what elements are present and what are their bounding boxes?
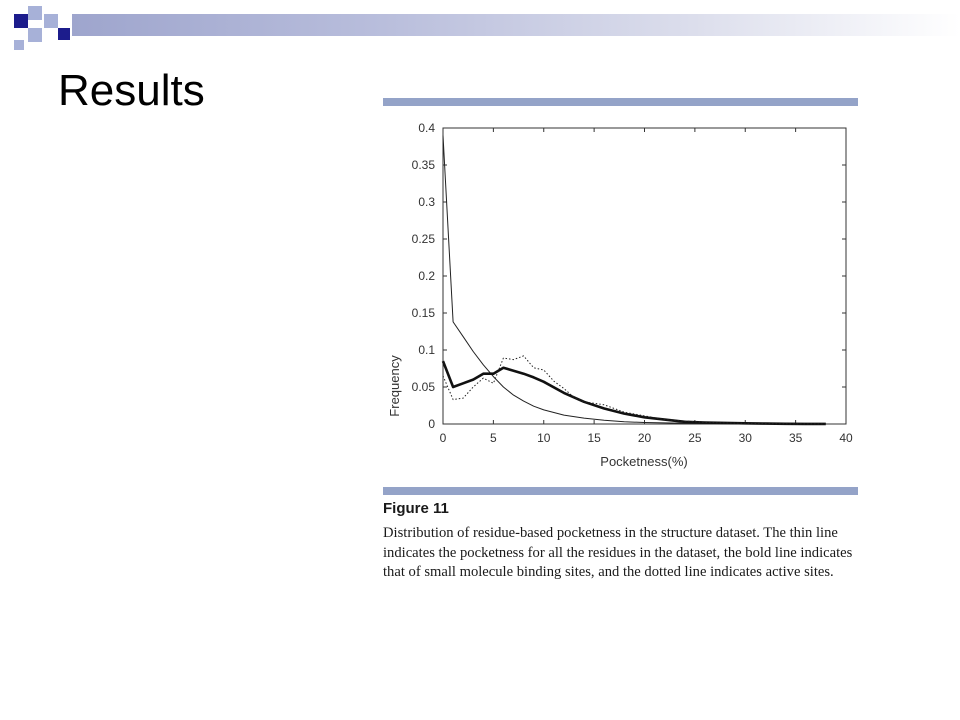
x-tick-label: 35 [789, 431, 803, 445]
series-line-dotted [442, 355, 826, 425]
y-tick-label: 0.4 [418, 121, 435, 135]
title-decoration-square-2 [28, 6, 42, 20]
x-tick-label: 20 [638, 431, 652, 445]
title-decoration-square-5 [58, 28, 70, 40]
series-layer [441, 135, 826, 426]
y-tick-label: 0 [428, 417, 435, 431]
series-line-thin [442, 135, 826, 425]
series-line-bold [441, 360, 826, 426]
figure-caption: Distribution of residue-based pocketness… [383, 525, 853, 580]
y-tick-label: 0.1 [418, 343, 435, 357]
figure-bottom-rule [383, 487, 858, 495]
plot-frame [442, 127, 847, 425]
y-tick-label: 0.2 [418, 269, 435, 283]
x-tick-label: 25 [688, 431, 702, 445]
x-tick-label: 30 [739, 431, 753, 445]
x-tick-label: 10 [537, 431, 551, 445]
x-tick-label: 40 [839, 431, 853, 445]
title-decoration-square-6 [14, 40, 24, 50]
y-tick-label: 0.05 [412, 380, 436, 394]
y-tick-label: 0.3 [418, 195, 435, 209]
title-decoration-square-1 [14, 14, 28, 28]
x-axis-label: Pocketness(%) [600, 454, 687, 469]
slide-title: Results [58, 66, 205, 115]
y-tick-label: 0.25 [412, 232, 436, 246]
y-tick-label: 0.35 [412, 158, 436, 172]
figure-top-rule [383, 98, 858, 106]
title-decoration-square-4 [28, 28, 42, 42]
figure-label: Figure 11 [383, 500, 449, 517]
y-axis-label: Frequency [387, 355, 402, 417]
title-gradient-band [72, 14, 960, 36]
x-tick-label: 5 [490, 431, 497, 445]
y-axis-ticks: 0 0.05 0.1 0.15 0.2 0.25 0.3 0.35 0.4 [412, 121, 846, 431]
figure-caption-block: Figure 11 Distribution of residue-based … [383, 500, 863, 583]
plot-border [442, 127, 847, 425]
y-tick-label: 0.15 [412, 306, 436, 320]
x-tick-label: 0 [440, 431, 447, 445]
title-decoration-square-3 [44, 14, 58, 28]
x-axis-ticks: 0 5 10 15 20 25 30 35 40 [440, 128, 853, 445]
pocketness-chart: 0 0.05 0.1 0.15 0.2 0.25 0.3 0.35 0.4 0 5 10 15 20 25… [387, 121, 853, 469]
x-tick-label: 15 [587, 431, 601, 445]
